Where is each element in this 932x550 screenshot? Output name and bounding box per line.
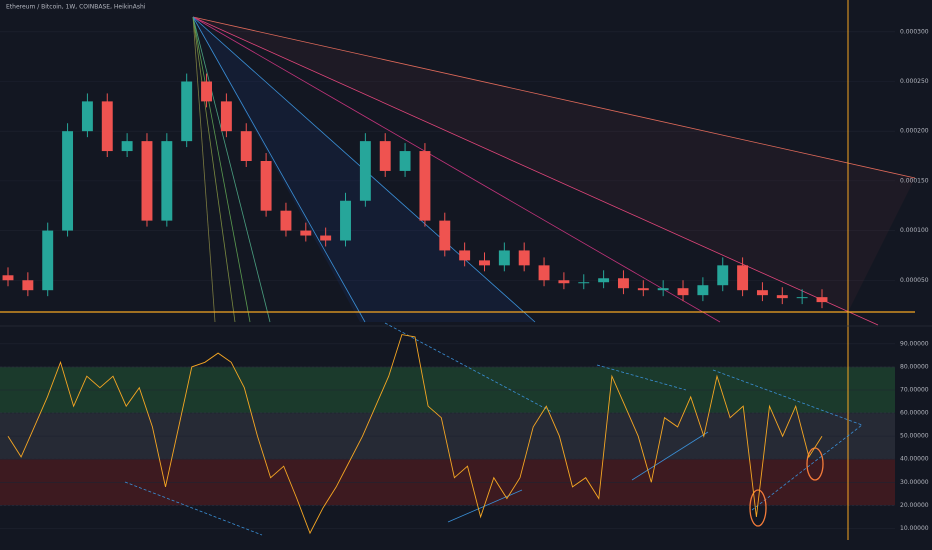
- y-tick-label: 20.00000: [900, 502, 929, 509]
- x-axis-bg: [0, 540, 932, 550]
- candle-body: [340, 200, 351, 241]
- candle-body: [181, 81, 193, 142]
- candle-body: [2, 275, 14, 281]
- candle-body: [201, 81, 212, 102]
- candle-body: [62, 131, 74, 231]
- fan-line: [192, 16, 216, 323]
- candle-body: [141, 141, 153, 221]
- fan-fill: [193, 17, 915, 312]
- candle-body: [776, 295, 788, 299]
- candle-body: [419, 151, 431, 221]
- candle-body: [498, 250, 510, 266]
- candle-body: [101, 101, 113, 152]
- candle-body: [618, 278, 629, 289]
- candle-body: [637, 288, 649, 291]
- trend-line: [447, 489, 523, 523]
- candle-body: [558, 280, 570, 284]
- y-tick-label: 50.00000: [900, 433, 929, 440]
- y-tick-label: 30.00000: [900, 479, 929, 486]
- candle-body: [697, 285, 709, 296]
- trend-line: [712, 369, 863, 426]
- candle-body: [81, 101, 93, 132]
- fan-line: [192, 16, 916, 179]
- trend-line: [631, 431, 709, 481]
- candle-body: [816, 297, 828, 303]
- y-tick-label: 40.00000: [900, 456, 929, 463]
- y-tick-label: 70.00000: [900, 387, 929, 394]
- candle-body: [399, 151, 411, 171]
- candle-body: [677, 288, 689, 296]
- trend-line: [384, 322, 553, 413]
- fan-line: [192, 16, 366, 323]
- candle-body: [518, 250, 530, 266]
- candle-body: [717, 265, 729, 286]
- candle-body: [479, 260, 490, 266]
- candle-body: [737, 265, 749, 291]
- oscillator-line: [7, 334, 823, 535]
- y-tick-label: 60.00000: [900, 410, 929, 417]
- y-tick-label: 0.000250: [900, 78, 929, 85]
- y-tick-label: 0.000100: [900, 227, 929, 234]
- trend-line: [124, 481, 263, 536]
- y-tick-label: 0.000050: [900, 277, 929, 284]
- y-tick-label: 10.00000: [900, 525, 929, 532]
- candle-body: [538, 265, 550, 281]
- candle-body: [22, 280, 34, 291]
- candle-body: [161, 141, 173, 221]
- y-tick-label: 0.000300: [900, 28, 929, 35]
- candle-body: [300, 230, 312, 236]
- chart-title: Ethereum / Bitcoin, 1W, COINBASE, Heikin…: [6, 4, 146, 11]
- trend-line: [596, 364, 687, 391]
- fan-line: [192, 16, 236, 323]
- bands: [0, 31, 895, 529]
- fan-line: [192, 16, 879, 326]
- candle-body: [240, 131, 252, 161]
- fan-line: [192, 16, 251, 323]
- candle-body: [42, 230, 54, 291]
- fan-line: [192, 16, 271, 323]
- candle-body: [121, 141, 133, 152]
- highlight-circle: [749, 489, 767, 527]
- y-tick-label: 0.000150: [900, 177, 929, 184]
- candle-body: [359, 141, 371, 201]
- trend-line: [751, 424, 863, 511]
- candle-body: [379, 141, 391, 171]
- candle-body: [657, 288, 669, 291]
- candle-body: [220, 101, 232, 132]
- candle-body: [439, 220, 451, 251]
- y-tick-label: 80.00000: [900, 363, 929, 370]
- candle-body: [598, 278, 610, 283]
- y-tick-label: 90.00000: [900, 340, 929, 347]
- candle-body: [459, 250, 471, 261]
- candle-body: [320, 235, 332, 241]
- candle-body: [578, 282, 590, 284]
- candle-body: [756, 290, 768, 296]
- candle-body: [280, 210, 292, 231]
- y-tick-label: 0.000200: [900, 128, 929, 135]
- candle-body: [260, 161, 272, 211]
- fan-line: [192, 16, 721, 323]
- candle-body: [796, 297, 808, 299]
